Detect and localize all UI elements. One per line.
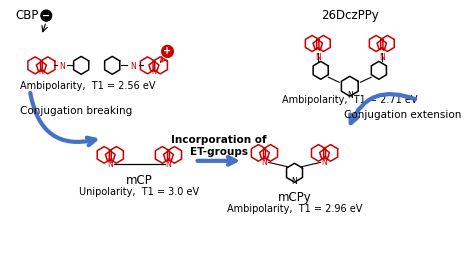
Text: N: N bbox=[315, 47, 320, 52]
Text: −: − bbox=[42, 11, 50, 21]
Text: N: N bbox=[108, 158, 113, 164]
Text: N: N bbox=[379, 47, 384, 52]
Text: Ambipolarity,  T1 = 2.71 eV: Ambipolarity, T1 = 2.71 eV bbox=[282, 95, 418, 105]
Text: +: + bbox=[164, 46, 172, 57]
Text: CBP: CBP bbox=[15, 9, 38, 22]
Text: N: N bbox=[151, 69, 156, 75]
Circle shape bbox=[41, 10, 52, 21]
Text: N: N bbox=[262, 156, 267, 162]
Text: N: N bbox=[165, 160, 171, 169]
Text: N: N bbox=[322, 158, 328, 167]
Text: Unipolarity,  T1 = 3.0 eV: Unipolarity, T1 = 3.0 eV bbox=[79, 187, 200, 197]
Text: Incorporation of
ET-groups: Incorporation of ET-groups bbox=[171, 135, 267, 157]
Text: N: N bbox=[131, 62, 137, 71]
Text: 26DczPPy: 26DczPPy bbox=[321, 9, 379, 22]
Text: N: N bbox=[347, 91, 353, 100]
Text: Conjugation breaking: Conjugation breaking bbox=[20, 106, 132, 116]
Text: N: N bbox=[292, 177, 297, 186]
Text: Ambipolarity,  T1 = 2.96 eV: Ambipolarity, T1 = 2.96 eV bbox=[227, 204, 362, 214]
Text: mCP: mCP bbox=[126, 174, 153, 187]
Text: N: N bbox=[59, 62, 64, 71]
Text: N: N bbox=[322, 156, 327, 162]
Circle shape bbox=[162, 45, 173, 57]
Text: Conjugation extension: Conjugation extension bbox=[345, 110, 462, 120]
Text: mCPy: mCPy bbox=[278, 191, 311, 204]
Text: N: N bbox=[315, 53, 321, 62]
Text: N: N bbox=[262, 158, 267, 167]
Text: N: N bbox=[39, 69, 44, 75]
Text: N: N bbox=[379, 53, 385, 62]
Text: N: N bbox=[108, 160, 113, 169]
Text: Ambipolarity,  T1 = 2.56 eV: Ambipolarity, T1 = 2.56 eV bbox=[20, 81, 156, 91]
Text: N: N bbox=[166, 158, 171, 164]
